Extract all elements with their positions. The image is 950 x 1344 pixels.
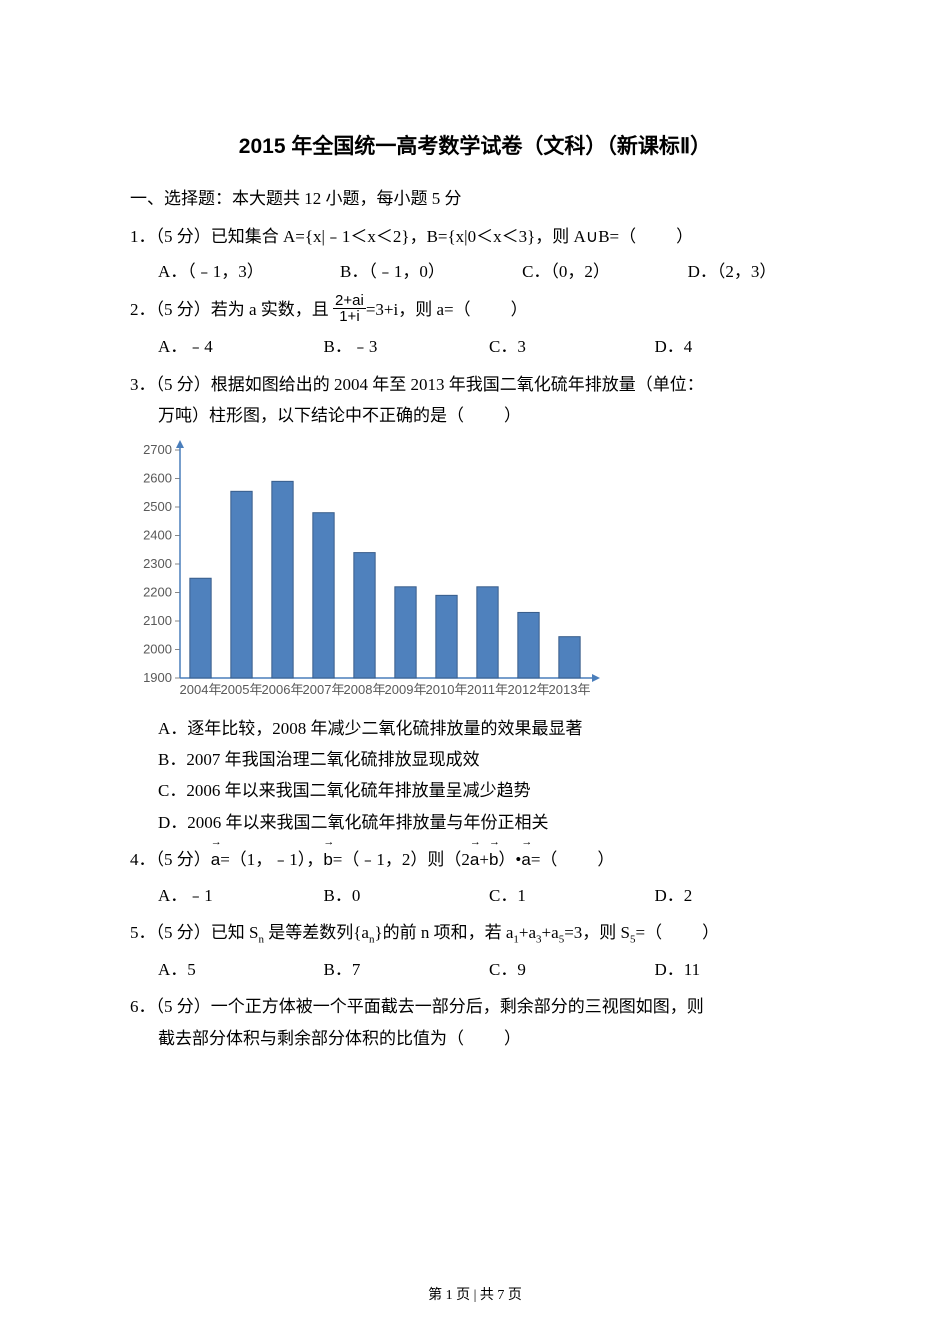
- q5-B: B．7: [324, 954, 490, 985]
- question-5: 5．（5 分）已知 Sn 是等差数列{an}的前 n 项和，若 a1+a3+a5…: [130, 917, 820, 950]
- svg-text:2600: 2600: [143, 470, 172, 485]
- q6-stem1: 6．（5 分）一个正方体被一个平面截去一部分后，剩余部分的三视图如图，则: [130, 997, 704, 1016]
- vec-a-2: a: [470, 842, 479, 875]
- q3-stem2b: ）: [504, 406, 521, 425]
- q4-end: ）: [597, 850, 614, 869]
- q4-eq2: =（﹣1，2）则（2: [333, 850, 470, 869]
- q4-B: B．0: [324, 880, 490, 911]
- q3-A: A．逐年比较，2008 年减少二氧化硫排放量的效果最显著: [130, 713, 820, 744]
- svg-text:2500: 2500: [143, 499, 172, 514]
- page-footer: 第 1 页 | 共 7 页: [0, 1284, 950, 1304]
- q5-C: C．9: [489, 954, 655, 985]
- svg-text:2000: 2000: [143, 641, 172, 656]
- q2-stem-a: 2．（5 分）若为 a 实数，且: [130, 300, 329, 319]
- svg-text:2005年: 2005年: [221, 682, 263, 697]
- q4-D: D．2: [655, 880, 821, 911]
- q3-options: A．逐年比较，2008 年减少二氧化硫排放量的效果最显著 B．2007 年我国治…: [130, 713, 820, 839]
- svg-text:2300: 2300: [143, 556, 172, 571]
- vec-a-1: a: [211, 842, 220, 875]
- q4-a: 4．（5 分）: [130, 850, 211, 869]
- q1-C: C．（0，2）: [522, 256, 688, 287]
- q4-plus: +: [479, 850, 489, 869]
- svg-text:2011年: 2011年: [467, 682, 508, 697]
- question-1: 1．（5 分）已知集合 A={x|﹣1＜x＜2}，B={x|0＜x＜3}，则 A…: [130, 221, 820, 252]
- q5-d: +a: [519, 923, 536, 942]
- q3-stem2: 万吨）柱形图，以下结论中不正确的是（: [158, 406, 464, 425]
- q1-D: D．（2，3）: [688, 256, 820, 287]
- vec-a-3: a: [521, 842, 530, 875]
- q2-stem-c: ）: [511, 300, 528, 319]
- question-4: 4．（5 分）a=（1，﹣1），b=（﹣1，2）则（2a+b）•a=（）: [130, 842, 820, 875]
- q5-h: ）: [702, 923, 719, 942]
- q1-stem: 1．（5 分）已知集合 A={x|﹣1＜x＜2}，B={x|0＜x＜3}，则 A…: [130, 227, 636, 246]
- svg-text:2400: 2400: [143, 527, 172, 542]
- q5-A: A．5: [158, 954, 324, 985]
- q3-stem1: 3．（5 分）根据如图给出的 2004 年至 2013 年我国二氧化硫年排放量（…: [130, 375, 704, 394]
- svg-text:2008年: 2008年: [344, 682, 386, 697]
- svg-text:2013年: 2013年: [549, 682, 591, 697]
- q5-c: }的前 n 项和，若 a: [374, 923, 513, 942]
- q4-eq1: =（1，﹣1），: [220, 850, 323, 869]
- q6-stem2: 截去部分体积与剩余部分体积的比值为（: [158, 1029, 464, 1048]
- q2-fraction: 2+ai 1+i: [333, 293, 366, 326]
- svg-text:2004年: 2004年: [180, 682, 222, 697]
- q2-stem-b: =3+i，则 a=（: [366, 300, 471, 319]
- q5-options: A．5 B．7 C．9 D．11: [130, 954, 820, 985]
- svg-text:2012年: 2012年: [508, 682, 550, 697]
- q3-B: B．2007 年我国治理二氧化硫排放显现成效: [130, 744, 820, 775]
- q2-D: D．4: [655, 331, 821, 362]
- q2-options: A．﹣4 B．﹣3 C．3 D．4: [130, 331, 820, 362]
- so2-bar-chart: 1900 2000 2100 2200 2300 2400 2500 2600 2700 2004…: [130, 438, 820, 703]
- q2-C: C．3: [489, 331, 655, 362]
- footer-page: 1: [446, 1288, 453, 1303]
- footer-prefix: 第: [428, 1288, 446, 1303]
- q4-A: A．﹣1: [158, 880, 324, 911]
- q2-A: A．﹣4: [158, 331, 324, 362]
- q5-f: =3，则 S: [564, 923, 630, 942]
- q1-A: A．（﹣1，3）: [158, 256, 340, 287]
- q4-eq4: =（: [531, 850, 558, 869]
- footer-suffix: 页: [504, 1288, 522, 1303]
- q4-C: C．1: [489, 880, 655, 911]
- question-6: 6．（5 分）一个正方体被一个平面截去一部分后，剩余部分的三视图如图，则 截去部…: [130, 991, 820, 1054]
- q1-stem-end: ）: [676, 227, 693, 246]
- vec-b: b: [323, 842, 332, 875]
- svg-text:1900: 1900: [143, 670, 172, 685]
- q2-frac-num: 2+ai: [333, 293, 366, 310]
- svg-text:2100: 2100: [143, 613, 172, 628]
- q4-options: A．﹣1 B．0 C．1 D．2: [130, 880, 820, 911]
- q2-B: B．﹣3: [324, 331, 490, 362]
- svg-text:2007年: 2007年: [303, 682, 345, 697]
- q4-eq3: ）•: [498, 850, 521, 869]
- q2-frac-den: 1+i: [333, 309, 366, 325]
- svg-text:2009年: 2009年: [385, 682, 427, 697]
- footer-mid: 页 | 共: [453, 1288, 498, 1303]
- q5-b: 是等差数列{a: [264, 923, 369, 942]
- vec-b-2: b: [489, 842, 498, 875]
- svg-text:2700: 2700: [143, 442, 172, 457]
- page: 2015 年全国统一高考数学试卷（文科）（新课标Ⅱ） 一、选择题：本大题共 12…: [0, 0, 950, 1344]
- svg-text:2010年: 2010年: [426, 682, 468, 697]
- q3-C: C．2006 年以来我国二氧化硫年排放量呈减少趋势: [130, 775, 820, 806]
- svg-text:2006年: 2006年: [262, 682, 304, 697]
- q5-e: +a: [542, 923, 559, 942]
- exam-title: 2015 年全国统一高考数学试卷（文科）（新课标Ⅱ）: [130, 130, 820, 160]
- q5-a: 5．（5 分）已知 S: [130, 923, 258, 942]
- svg-text:2200: 2200: [143, 584, 172, 599]
- q5-g: =（: [635, 923, 662, 942]
- section-heading: 一、选择题：本大题共 12 小题，每小题 5 分: [130, 184, 820, 209]
- q6-stem2b: ）: [504, 1029, 521, 1048]
- q1-options: A．（﹣1，3） B．（﹣1，0） C．（0，2） D．（2，3）: [130, 256, 820, 287]
- question-3: 3．（5 分）根据如图给出的 2004 年至 2013 年我国二氧化硫年排放量（…: [130, 369, 820, 432]
- q1-B: B．（﹣1，0）: [340, 256, 522, 287]
- question-2: 2．（5 分）若为 a 实数，且 2+ai 1+i =3+i，则 a=（ ）: [130, 294, 820, 327]
- q5-D: D．11: [655, 954, 821, 985]
